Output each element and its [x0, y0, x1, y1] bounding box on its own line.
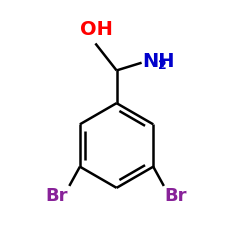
Text: 2: 2 [158, 59, 166, 72]
Text: Br: Br [46, 188, 68, 206]
Text: Br: Br [165, 188, 187, 206]
Text: NH: NH [142, 52, 175, 71]
Text: OH: OH [80, 20, 113, 39]
